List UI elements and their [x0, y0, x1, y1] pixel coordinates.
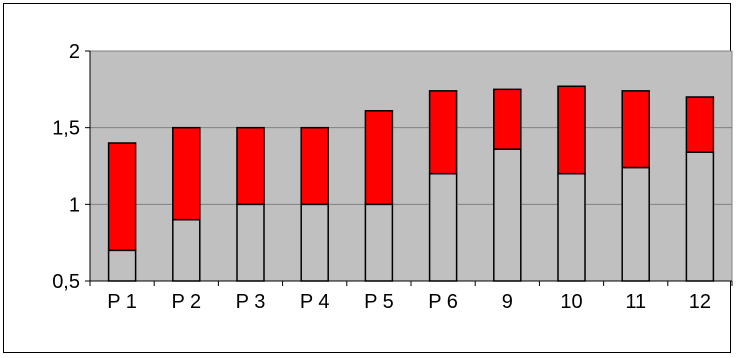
x-tick-label: P 5 — [364, 291, 394, 313]
bar-segment-top — [493, 88, 522, 150]
bar-segment-top — [364, 110, 394, 206]
bar-segment-base — [557, 172, 586, 282]
x-tick-label: 11 — [625, 291, 646, 313]
bar-segment-top — [685, 96, 715, 153]
bars — [107, 85, 715, 282]
x-tick-label: P 1 — [107, 291, 137, 313]
y-tick-label: 0,5 — [52, 271, 80, 293]
bar-segment-top — [621, 90, 650, 169]
x-axis-ticks: P 1 P 2 P 3 P 4 P 5 P 6 9 10 11 12 — [89, 280, 733, 313]
bar-segment-top — [172, 126, 201, 221]
bar-segment-base — [236, 203, 265, 282]
bar-segment-base — [300, 203, 329, 282]
y-tick-label: 2 — [69, 41, 80, 63]
bar-segment-base — [685, 151, 715, 282]
bar-segment-base — [621, 166, 650, 282]
x-tick-label: 10 — [560, 291, 582, 313]
x-tick-label: P 2 — [171, 291, 201, 313]
y-tick-label: 1,5 — [52, 118, 80, 140]
bar-segment-top — [428, 90, 458, 175]
x-tick-label: P 6 — [428, 291, 458, 313]
y-tick-label: 1 — [69, 194, 80, 216]
bar-segment-base — [364, 203, 394, 282]
bar-segment-base — [172, 218, 201, 282]
x-tick-label: 12 — [689, 291, 711, 313]
x-tick-label: P 4 — [300, 291, 330, 313]
y-axis-ticks: 0,5 1 1,5 2 — [52, 41, 91, 293]
bar-segment-top — [300, 126, 329, 206]
bar-segment-top — [236, 126, 265, 206]
bar-segment-base — [107, 249, 137, 282]
bar-segment-base — [428, 172, 458, 282]
bar-segment-top — [107, 142, 137, 252]
bar-segment-base — [493, 148, 522, 282]
x-tick-label: 9 — [502, 291, 513, 313]
x-tick-label: P 3 — [236, 291, 266, 313]
bar-segment-top — [557, 85, 586, 175]
